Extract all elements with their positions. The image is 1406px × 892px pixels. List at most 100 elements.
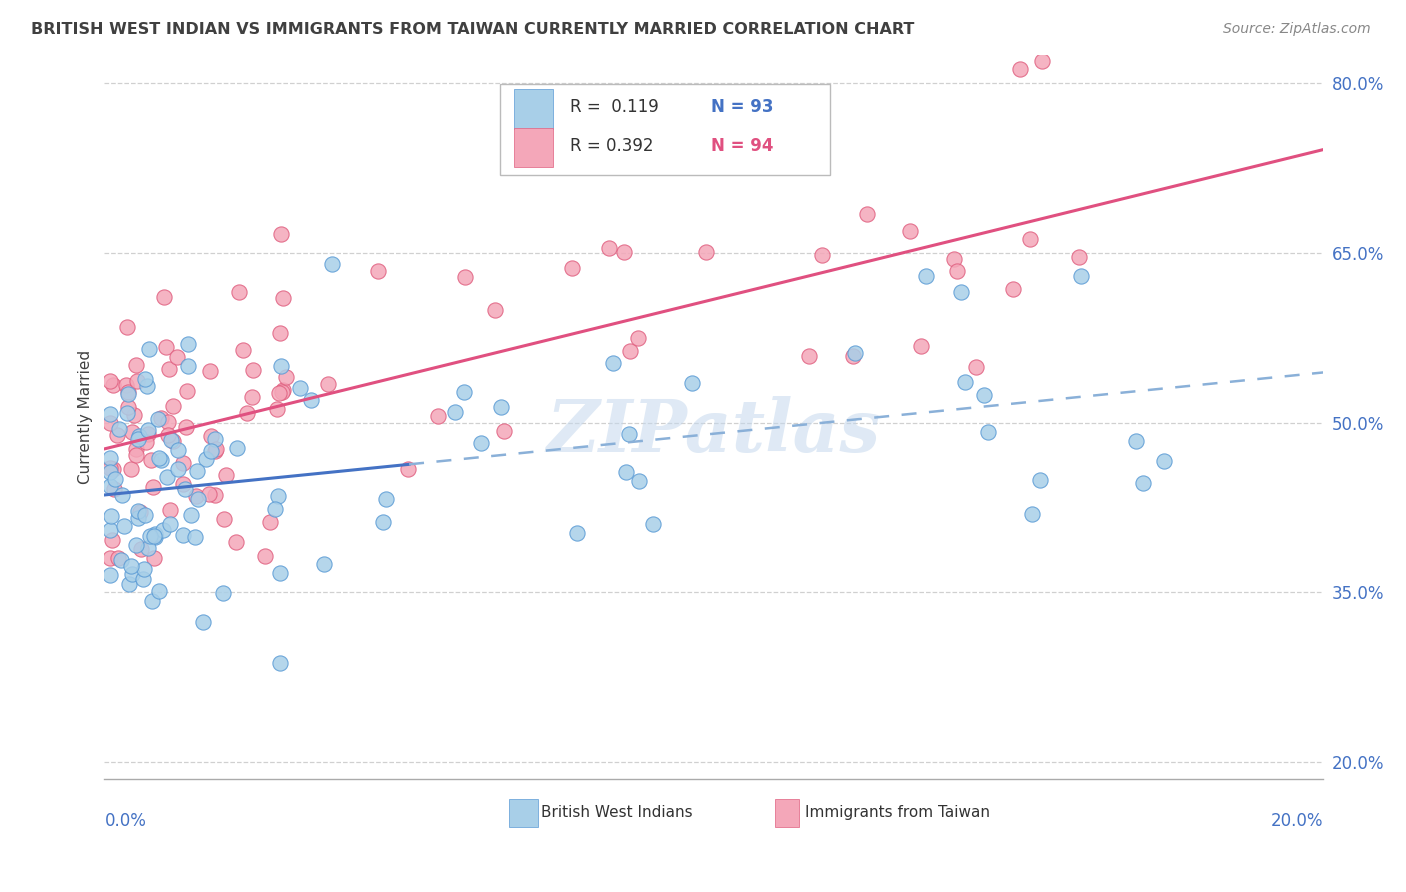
Point	[115, 319, 138, 334]
Point	[156, 415, 179, 429]
Point	[204, 432, 226, 446]
Point	[316, 377, 339, 392]
Point	[157, 362, 180, 376]
Point	[1132, 476, 1154, 491]
Bar	[513, 128, 553, 168]
Point	[104, 472, 127, 486]
Point	[167, 442, 190, 457]
Point	[1067, 250, 1090, 264]
Point	[617, 426, 640, 441]
Point	[1010, 62, 1032, 76]
Point	[242, 362, 264, 376]
Point	[1002, 282, 1025, 296]
Point	[215, 468, 238, 483]
Point	[120, 558, 142, 573]
Point	[228, 285, 250, 299]
Point	[120, 462, 142, 476]
Point	[844, 345, 866, 359]
Point	[198, 487, 221, 501]
Point	[184, 530, 207, 544]
Point	[193, 615, 215, 629]
Point	[205, 442, 228, 456]
Point	[101, 533, 124, 547]
Point	[153, 290, 176, 304]
Point	[427, 409, 450, 423]
Point	[226, 441, 249, 455]
Point	[1153, 454, 1175, 468]
Point	[236, 406, 259, 420]
Point	[100, 523, 122, 537]
Point	[598, 241, 620, 255]
Point	[125, 448, 148, 462]
Point	[1021, 507, 1043, 521]
Point	[943, 252, 966, 266]
Point	[107, 551, 129, 566]
Point	[614, 465, 637, 479]
Text: N = 94: N = 94	[711, 136, 773, 154]
Point	[101, 378, 124, 392]
Point	[627, 474, 650, 488]
Point	[973, 388, 995, 402]
Point	[367, 264, 389, 278]
Point	[946, 264, 969, 278]
Point	[965, 359, 987, 374]
Text: BRITISH WEST INDIAN VS IMMIGRANTS FROM TAIWAN CURRENTLY MARRIED CORRELATION CHAR: BRITISH WEST INDIAN VS IMMIGRANTS FROM T…	[31, 22, 914, 37]
Point	[950, 285, 973, 299]
Text: British West Indians: British West Indians	[541, 805, 692, 820]
Point	[627, 331, 650, 345]
Point	[172, 457, 194, 471]
Point	[1019, 232, 1042, 246]
Text: 20.0%: 20.0%	[1271, 812, 1323, 830]
Point	[269, 566, 291, 580]
Point	[271, 384, 294, 399]
Point	[100, 551, 122, 566]
Point	[232, 343, 254, 358]
Point	[841, 349, 863, 363]
Point	[259, 515, 281, 529]
Point	[288, 381, 311, 395]
Y-axis label: Currently Married: Currently Married	[79, 350, 93, 484]
Point	[103, 482, 125, 496]
Point	[176, 384, 198, 399]
Point	[641, 516, 664, 531]
Point	[200, 429, 222, 443]
Point	[162, 399, 184, 413]
Point	[143, 527, 166, 541]
Point	[115, 378, 138, 392]
Point	[162, 434, 184, 448]
Point	[110, 552, 132, 566]
Point	[129, 541, 152, 556]
Point	[142, 551, 165, 566]
Text: ZIPatlas: ZIPatlas	[547, 396, 880, 467]
Point	[112, 519, 135, 533]
Point	[100, 478, 122, 492]
Point	[100, 461, 122, 475]
Point	[681, 376, 703, 390]
Point	[150, 411, 173, 425]
Point	[977, 425, 1000, 439]
Point	[799, 349, 821, 363]
Point	[240, 390, 263, 404]
Point	[135, 434, 157, 449]
Point	[470, 435, 492, 450]
Point	[148, 584, 170, 599]
Point	[953, 376, 976, 390]
Point	[166, 351, 188, 365]
Point	[100, 509, 122, 524]
Point	[132, 562, 155, 576]
Point	[157, 427, 180, 442]
Text: 0.0%: 0.0%	[104, 812, 146, 830]
Point	[100, 465, 122, 479]
Point	[299, 392, 322, 407]
Point	[174, 482, 197, 496]
Point	[127, 511, 149, 525]
Point	[121, 566, 143, 581]
Point	[453, 385, 475, 400]
Point	[142, 480, 165, 494]
Point	[174, 419, 197, 434]
Point	[184, 489, 207, 503]
Point	[266, 402, 288, 417]
Point	[270, 359, 292, 373]
Point	[266, 489, 288, 503]
Point	[167, 462, 190, 476]
